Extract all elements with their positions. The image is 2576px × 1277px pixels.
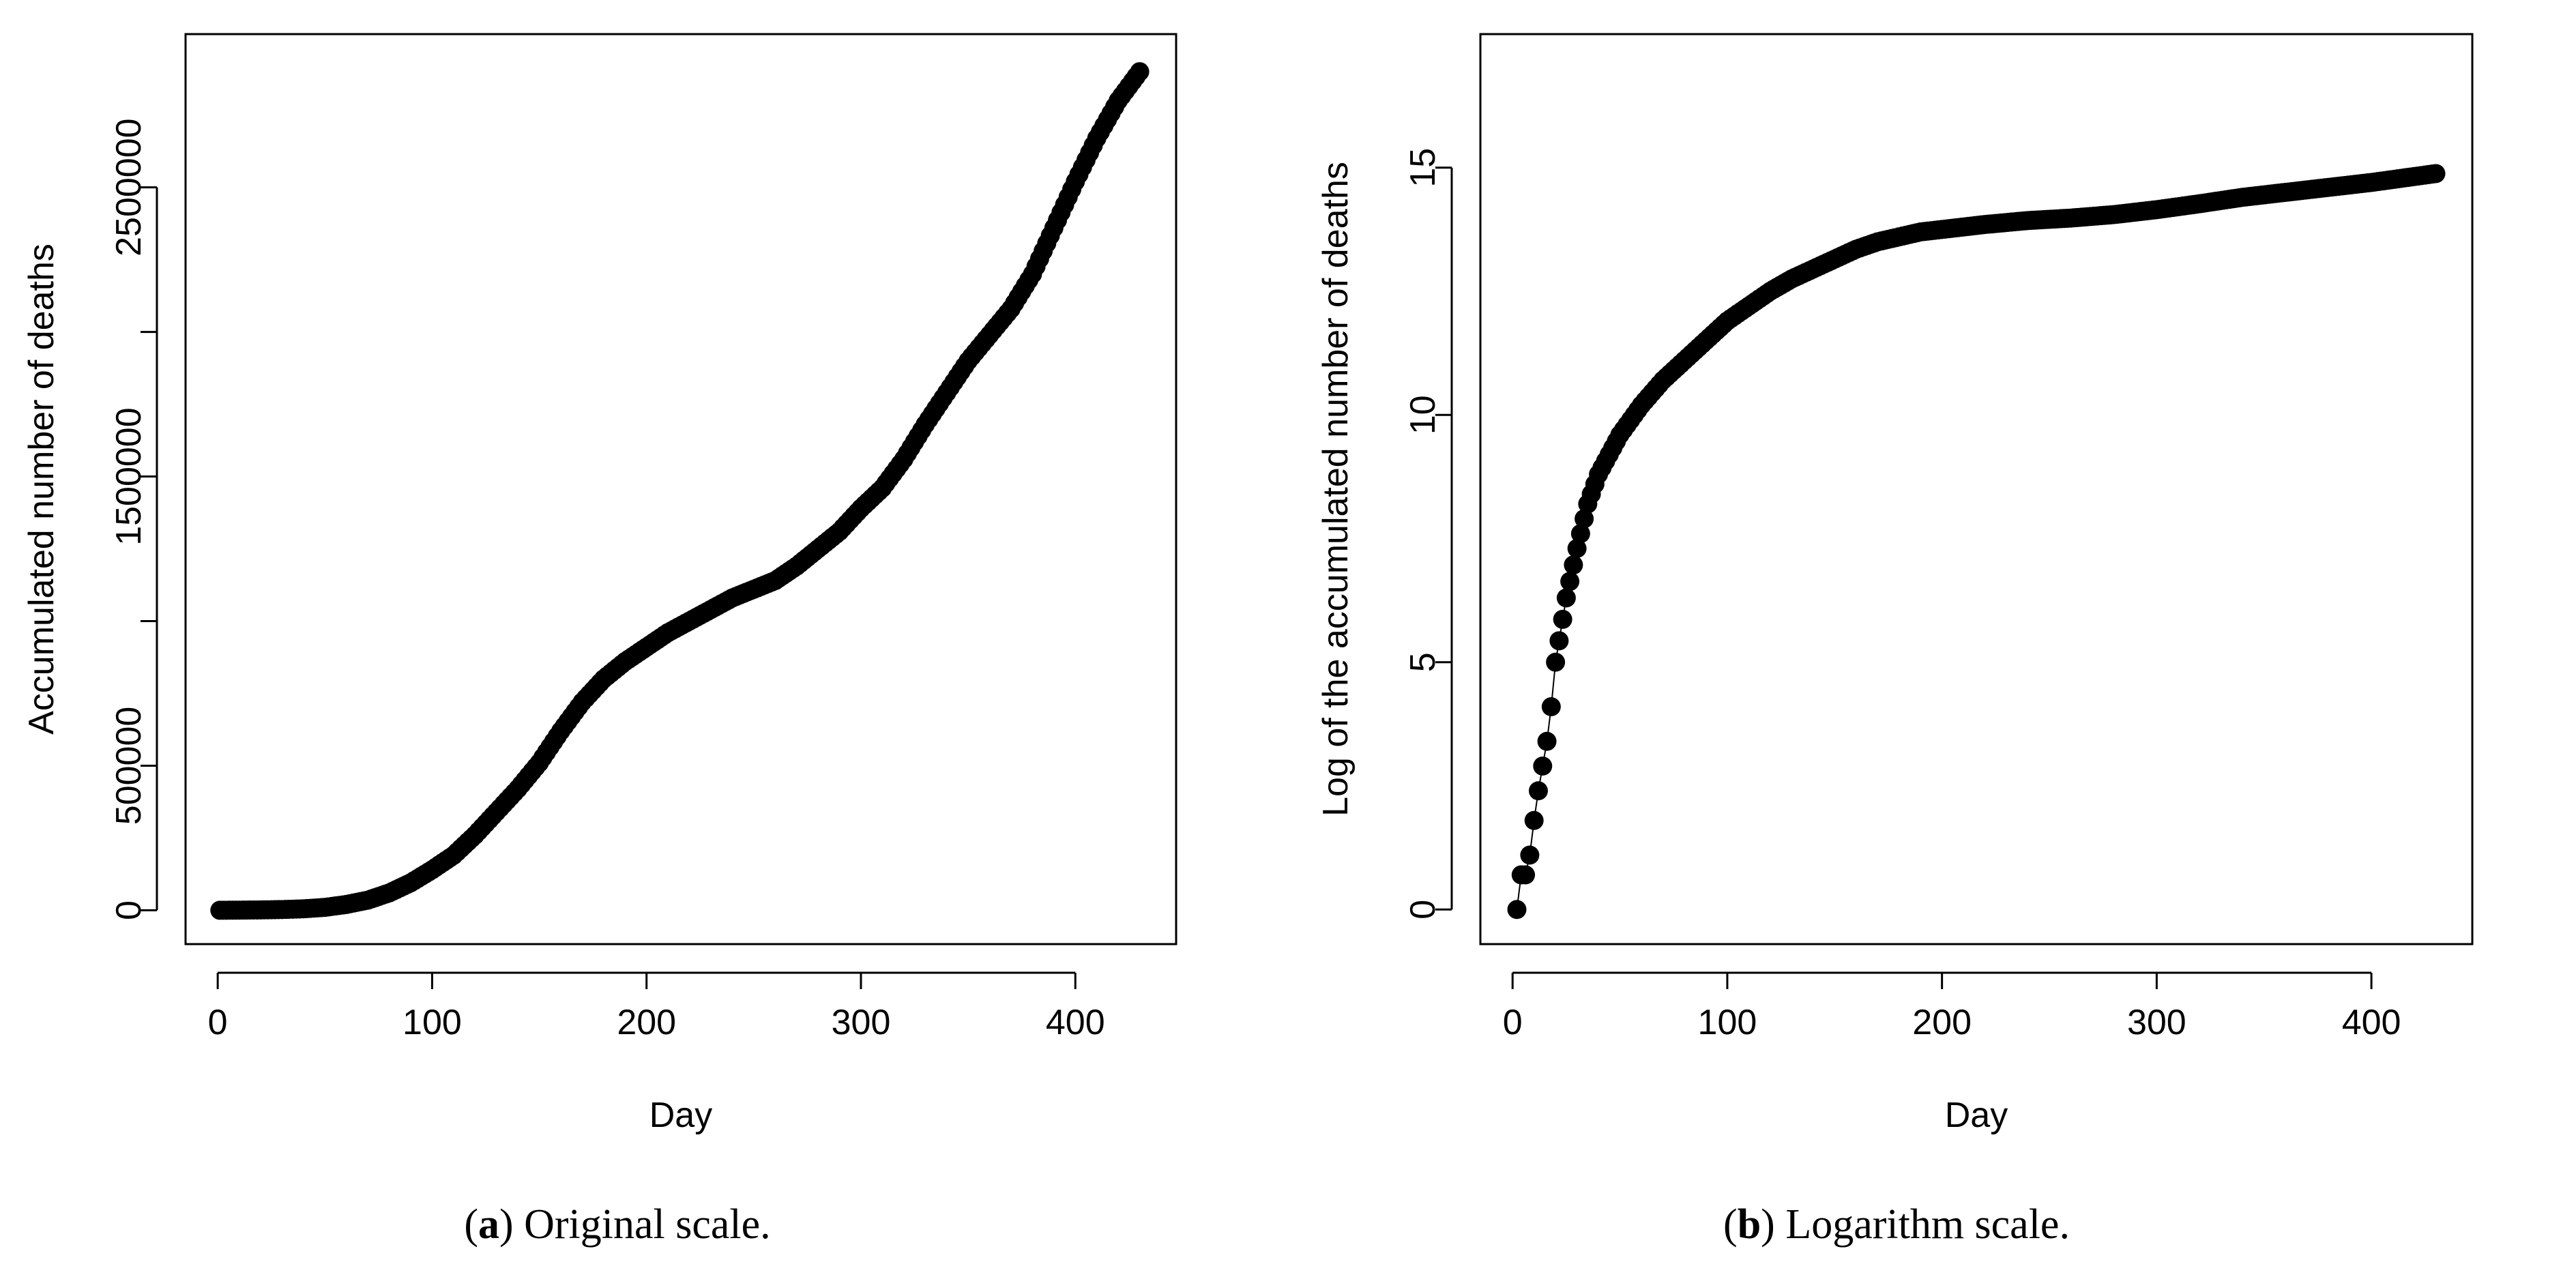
caption-a-text: ) Original scale. <box>499 1201 771 1248</box>
panel-a-chart: 0 100 200 300 400 0 500000 1500000 2500000 Day Acc… <box>22 33 1177 1135</box>
data-point-b-10-1 <box>1560 572 1580 591</box>
plot-frame-a <box>184 33 1177 945</box>
data-point-b-4 <box>1524 810 1544 830</box>
series-points-a <box>210 62 1150 920</box>
data-point-b-0 <box>1507 900 1527 920</box>
data-point-b-8 <box>1541 697 1561 716</box>
x-tick-label-a-0: 0 <box>208 1003 228 1042</box>
caption-a-tag: a <box>478 1201 499 1248</box>
y-tick-label-b-0: 0 <box>1403 900 1443 920</box>
caption-b-text: ) Logarithm scale. <box>1761 1201 2070 1248</box>
y-axis-title-a: Accumulated number of deaths <box>22 244 61 735</box>
data-point-b-11 <box>1567 539 1587 558</box>
x-tick-label-a-300: 300 <box>832 1003 891 1042</box>
x-tick-label-a-100: 100 <box>402 1003 462 1042</box>
data-point-b-5 <box>1528 781 1548 801</box>
data-point-b-10 <box>1556 588 1576 608</box>
x-tick-label-b-0: 0 <box>1503 1003 1523 1042</box>
x-axis-title-b: Day <box>1945 1096 2008 1135</box>
data-point-b-7 <box>1537 731 1557 751</box>
data-point-a-43 <box>1130 62 1150 82</box>
caption-b: (b) Logarithm scale. <box>1723 1201 2070 1248</box>
data-point-b-11-1 <box>1570 524 1590 544</box>
x-axis-title-a: Day <box>649 1096 712 1135</box>
y-tick-label-b-5: 5 <box>1403 652 1443 672</box>
data-point-b-10-2 <box>1564 555 1583 575</box>
caption-b-tag: b <box>1737 1201 1761 1248</box>
x-tick-label-b-200: 200 <box>1912 1003 1972 1042</box>
y-tick-label-a-500000: 500000 <box>109 707 149 825</box>
data-point-b-9-2 <box>1553 609 1572 629</box>
series-line-b <box>1516 173 2436 910</box>
y-tick-label-b-10: 10 <box>1403 395 1443 435</box>
x-tick-label-a-200: 200 <box>617 1003 676 1042</box>
series-points-b <box>1507 164 2446 920</box>
data-point-b-9-1 <box>1549 631 1569 651</box>
y-tick-label-b-15: 15 <box>1403 148 1443 188</box>
x-tick-label-b-400: 400 <box>2342 1003 2401 1042</box>
y-tick-label-a-1500000: 1500000 <box>109 407 149 545</box>
series-line-a <box>220 71 1141 911</box>
caption-a: (a) Original scale. <box>464 1201 771 1248</box>
data-point-b-42 <box>2426 164 2446 184</box>
data-point-b-11-2 <box>1575 509 1594 529</box>
panel-b-chart: 0 100 200 300 400 0 5 10 15 Day Log of the accumul… <box>1316 33 2474 1135</box>
data-point-b-3 <box>1520 845 1540 865</box>
data-point-b-9 <box>1546 652 1566 672</box>
y-tick-label-a-2500000: 2500000 <box>109 118 149 256</box>
x-tick-label-b-100: 100 <box>1698 1003 1757 1042</box>
plot-frame-b <box>1479 33 2474 945</box>
y-tick-label-a-0: 0 <box>109 900 149 920</box>
x-tick-label-a-400: 400 <box>1046 1003 1105 1042</box>
x-tick-label-b-300: 300 <box>2127 1003 2186 1042</box>
y-axis-title-b: Log of the accumulated number of deaths <box>1316 162 1356 817</box>
data-point-b-6 <box>1533 757 1553 776</box>
data-point-b-2 <box>1516 865 1536 885</box>
